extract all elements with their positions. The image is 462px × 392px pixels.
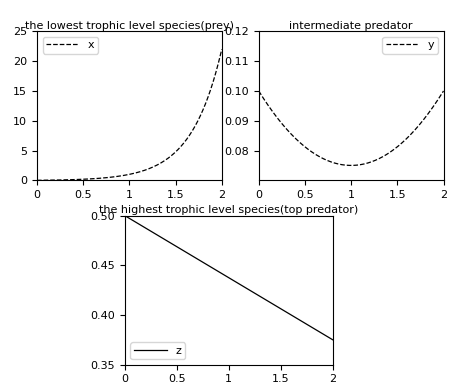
Title: intermediate predator: intermediate predator: [289, 21, 413, 31]
Legend: x: x: [43, 37, 98, 54]
Title: the highest trophic level species(top predator): the highest trophic level species(top pr…: [99, 205, 359, 215]
Title: the lowest trophic level species(prey): the lowest trophic level species(prey): [25, 21, 234, 31]
Legend: y: y: [383, 37, 438, 54]
Legend: z: z: [130, 342, 185, 359]
